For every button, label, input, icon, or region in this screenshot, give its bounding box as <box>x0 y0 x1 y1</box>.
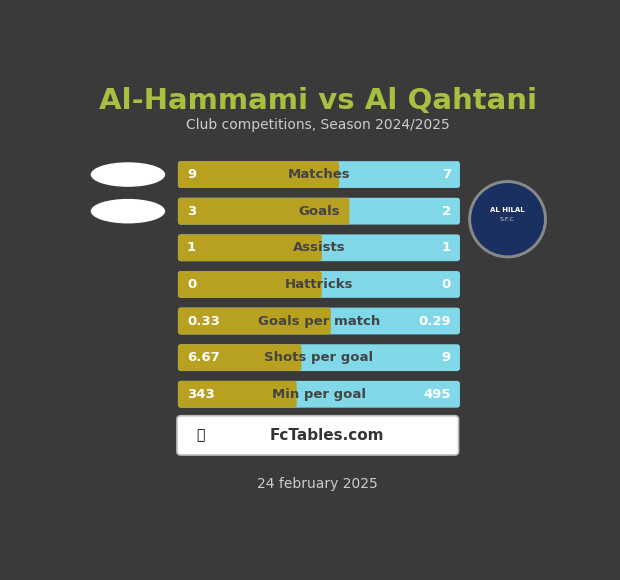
FancyBboxPatch shape <box>178 345 460 371</box>
Text: 24 february 2025: 24 february 2025 <box>257 477 378 491</box>
FancyBboxPatch shape <box>178 198 350 224</box>
Text: 343: 343 <box>187 388 215 401</box>
Text: Goals per match: Goals per match <box>258 314 380 328</box>
Text: 0.33: 0.33 <box>187 314 220 328</box>
FancyBboxPatch shape <box>178 198 460 224</box>
FancyBboxPatch shape <box>178 161 460 188</box>
FancyBboxPatch shape <box>178 307 460 335</box>
Text: Goals: Goals <box>298 205 340 218</box>
Text: 3: 3 <box>187 205 197 218</box>
Text: Club competitions, Season 2024/2025: Club competitions, Season 2024/2025 <box>186 118 450 132</box>
Text: 0: 0 <box>187 278 197 291</box>
FancyBboxPatch shape <box>178 271 322 298</box>
Text: 1: 1 <box>187 241 196 254</box>
Text: 9: 9 <box>441 351 451 364</box>
FancyBboxPatch shape <box>178 161 339 188</box>
FancyBboxPatch shape <box>178 381 460 408</box>
FancyBboxPatch shape <box>178 345 301 371</box>
Ellipse shape <box>91 199 165 223</box>
Text: Al-Hammami vs Al Qahtani: Al-Hammami vs Al Qahtani <box>99 87 537 115</box>
Text: FcTables.com: FcTables.com <box>270 428 384 443</box>
FancyBboxPatch shape <box>177 416 459 455</box>
Text: Min per goal: Min per goal <box>272 388 366 401</box>
Text: 495: 495 <box>423 388 451 401</box>
Text: 1: 1 <box>441 241 451 254</box>
Text: 9: 9 <box>187 168 196 181</box>
Text: Assists: Assists <box>293 241 345 254</box>
Text: 📊: 📊 <box>196 429 204 443</box>
Text: Shots per goal: Shots per goal <box>264 351 373 364</box>
FancyBboxPatch shape <box>178 307 331 335</box>
FancyBboxPatch shape <box>178 234 460 261</box>
Ellipse shape <box>468 180 547 258</box>
Ellipse shape <box>91 162 165 187</box>
Text: 0.29: 0.29 <box>418 314 451 328</box>
Text: 7: 7 <box>441 168 451 181</box>
Ellipse shape <box>471 183 544 255</box>
Text: S.F.C: S.F.C <box>500 217 515 222</box>
FancyBboxPatch shape <box>178 271 460 298</box>
Text: 2: 2 <box>441 205 451 218</box>
FancyBboxPatch shape <box>178 234 322 261</box>
Text: 0: 0 <box>441 278 451 291</box>
Text: 6.67: 6.67 <box>187 351 220 364</box>
Text: Matches: Matches <box>288 168 350 181</box>
FancyBboxPatch shape <box>178 381 297 408</box>
Text: AL HILAL: AL HILAL <box>490 207 525 213</box>
Text: Hattricks: Hattricks <box>285 278 353 291</box>
